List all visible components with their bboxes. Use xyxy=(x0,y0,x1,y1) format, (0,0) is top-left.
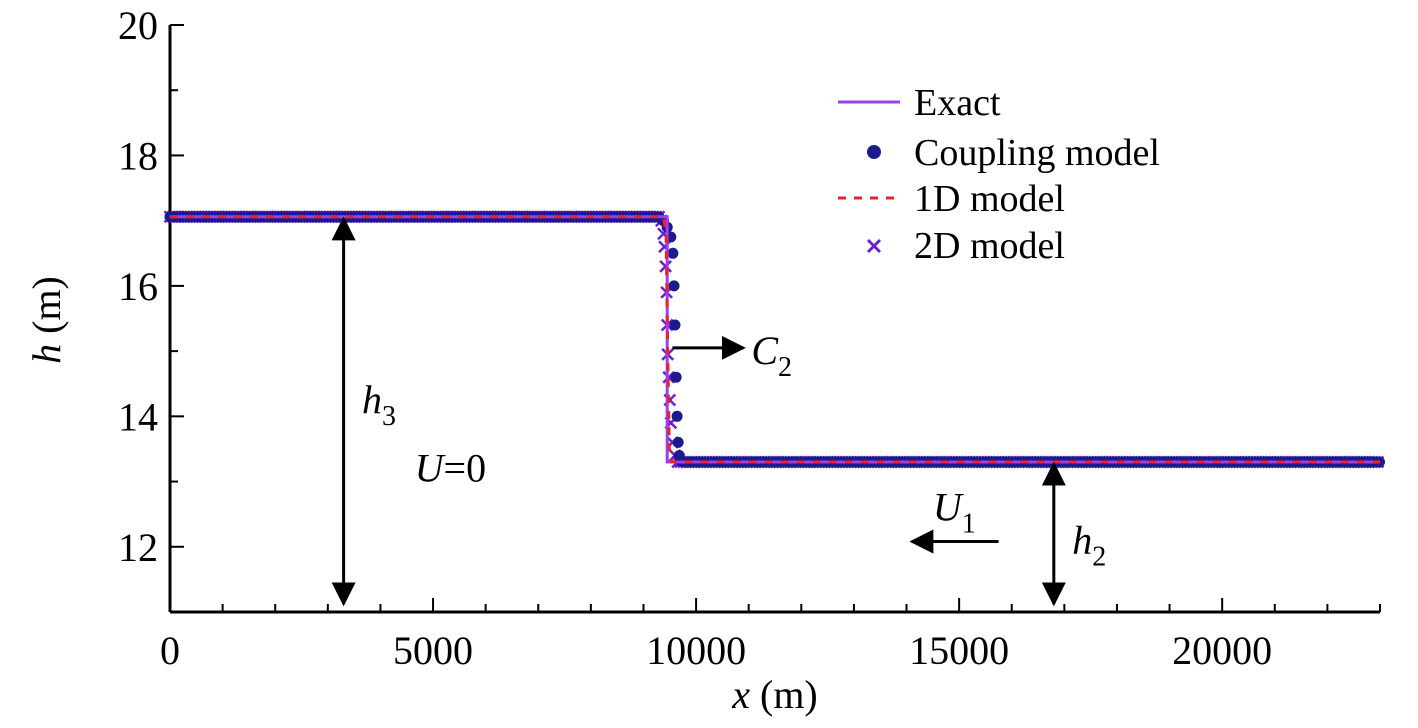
coupling-model-point xyxy=(668,280,680,292)
legend-item-2d-model: 2D model xyxy=(866,225,1065,267)
x-tick-label: 10000 xyxy=(646,628,746,673)
x-tick-label: 5000 xyxy=(393,628,473,673)
ticks xyxy=(169,24,1381,613)
legend-item-coupling-model: Coupling model xyxy=(867,132,1160,174)
tick-labels: 0 5000 10000 15000 20000 12 14 16 18 20 xyxy=(118,3,1272,673)
legend: Exact Coupling model 1D model 2D model xyxy=(838,82,1160,267)
legend-swatch-coupling-model xyxy=(867,145,881,159)
y-tick-label: 14 xyxy=(118,394,158,439)
legend-item-exact: Exact xyxy=(838,82,1001,124)
series-1d-model xyxy=(170,215,1380,464)
x-axis-label: x (m) xyxy=(731,672,818,717)
coupling-model-point xyxy=(669,319,681,331)
y-axis-label-var: h xyxy=(24,344,69,364)
plot-area xyxy=(163,210,1385,469)
x-tick-label: 15000 xyxy=(909,628,1009,673)
y-tick-label: 16 xyxy=(118,264,158,309)
coupling-model-point xyxy=(667,247,679,259)
coupling-model-point xyxy=(671,410,683,422)
2d-model-point xyxy=(659,259,672,273)
legend-swatch-2d-model xyxy=(866,238,882,254)
annotations: h3 U=0 C2 h2 U1 xyxy=(331,216,1106,607)
annotation-label-C2: C2 xyxy=(751,328,792,383)
x-axis-label-var: x xyxy=(731,672,750,717)
legend-label-2d-model: 2D model xyxy=(914,225,1065,267)
legend-label-1d-model: 1D model xyxy=(914,178,1065,220)
legend-label-exact: Exact xyxy=(914,82,1001,124)
y-tick-label: 12 xyxy=(118,525,158,570)
legend-item-1d-model: 1D model xyxy=(838,178,1065,220)
annotation-label-U1: U1 xyxy=(933,485,976,540)
axes: 0 5000 10000 15000 20000 12 14 16 18 20 xyxy=(118,3,1381,673)
y-axis-label: h (m) xyxy=(24,276,69,364)
annotation-text: U=0 xyxy=(415,446,486,491)
annotation-label-h3: h3 xyxy=(362,377,396,432)
x-tick-label: 20000 xyxy=(1172,628,1272,673)
y-tick-label: 20 xyxy=(118,3,158,48)
coupling-model-point xyxy=(670,371,682,383)
annotation-label-h2: h2 xyxy=(1072,517,1106,572)
y-axis-label-unit: (m) xyxy=(24,276,69,344)
x-axis-label-unit: (m) xyxy=(750,672,818,717)
series-line-1d-model xyxy=(170,215,1380,464)
y-tick-label: 18 xyxy=(118,133,158,178)
coupling-model-point xyxy=(672,436,684,448)
legend-label-coupling-model: Coupling model xyxy=(914,132,1160,174)
x-tick-label: 0 xyxy=(160,628,180,673)
